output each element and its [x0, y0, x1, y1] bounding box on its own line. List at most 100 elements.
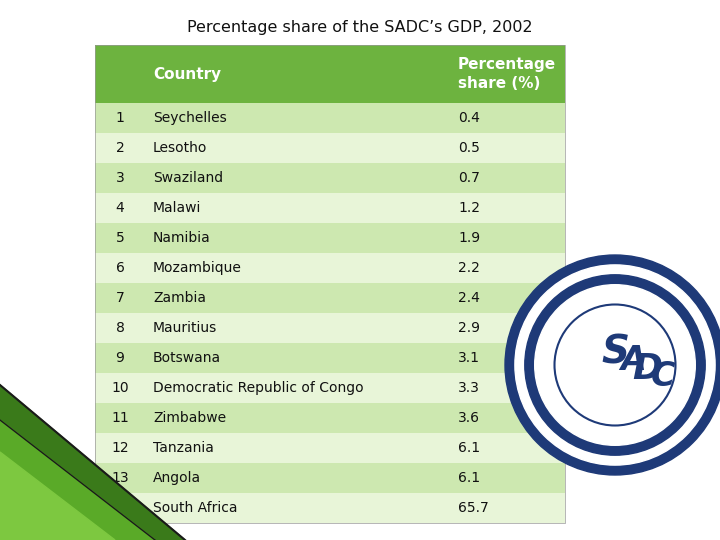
Bar: [95, 163, 565, 193]
Text: E: E: [622, 268, 627, 273]
Text: E: E: [536, 304, 543, 310]
Text: T: T: [700, 327, 706, 332]
Text: R: R: [560, 442, 567, 449]
Text: O: O: [678, 294, 685, 301]
Text: 12: 12: [111, 441, 129, 455]
Text: N: N: [658, 279, 665, 286]
Text: M: M: [687, 303, 695, 311]
Text: A: A: [583, 271, 590, 278]
Text: 6: 6: [116, 261, 125, 275]
Text: •: •: [526, 402, 532, 408]
Text: 65.7: 65.7: [458, 501, 489, 515]
Text: •: •: [698, 402, 704, 408]
Text: E: E: [610, 267, 614, 273]
Text: F: F: [560, 282, 566, 288]
Text: 9: 9: [116, 351, 125, 365]
Text: 2.9: 2.9: [458, 321, 480, 335]
Bar: [95, 133, 565, 163]
Text: W: W: [547, 432, 556, 440]
Bar: [95, 403, 565, 433]
Text: 10: 10: [111, 381, 129, 395]
Text: A: A: [589, 454, 595, 461]
Text: A: A: [620, 345, 646, 377]
Text: N: N: [544, 294, 552, 301]
Text: Malawi: Malawi: [153, 201, 202, 215]
Text: Mauritius: Mauritius: [153, 321, 217, 335]
Text: Mozambique: Mozambique: [153, 261, 242, 275]
Text: D: D: [603, 268, 608, 273]
Text: O: O: [613, 458, 618, 463]
Text: I: I: [698, 321, 703, 326]
Text: 4: 4: [116, 201, 125, 215]
Bar: [95, 223, 565, 253]
Text: Percentage share of the SADC’s GDP, 2002: Percentage share of the SADC’s GDP, 2002: [187, 20, 533, 35]
Text: Country: Country: [153, 66, 221, 82]
Text: 14: 14: [111, 501, 129, 515]
Polygon shape: [0, 385, 185, 540]
Text: F: F: [657, 446, 662, 453]
Text: P: P: [641, 271, 647, 278]
Text: U: U: [675, 433, 682, 440]
Text: O: O: [542, 427, 549, 434]
Text: Y: Y: [703, 333, 708, 339]
Bar: [95, 313, 565, 343]
Text: Botswana: Botswana: [153, 351, 221, 365]
Text: R: R: [565, 279, 572, 285]
Circle shape: [505, 255, 720, 475]
Text: 0.4: 0.4: [458, 111, 480, 125]
Text: 6.1: 6.1: [458, 441, 480, 455]
Text: T: T: [670, 437, 675, 444]
Text: Lesotho: Lesotho: [153, 141, 207, 155]
Text: E: E: [652, 276, 659, 282]
Text: 6.1: 6.1: [458, 471, 480, 485]
Text: R: R: [680, 427, 688, 434]
Text: 3: 3: [116, 171, 125, 185]
Text: 3.1: 3.1: [458, 351, 480, 365]
Text: 2: 2: [116, 141, 125, 155]
Text: E: E: [685, 422, 693, 428]
Text: O: O: [634, 269, 641, 275]
Text: Tanzania: Tanzania: [153, 441, 214, 455]
Bar: [95, 45, 565, 103]
Text: A: A: [554, 286, 561, 293]
Text: 8: 8: [116, 321, 125, 335]
Text: C: C: [674, 289, 680, 296]
Text: Zimbabwe: Zimbabwe: [153, 411, 226, 425]
Polygon shape: [0, 420, 155, 540]
Text: A: A: [554, 437, 561, 444]
Bar: [95, 493, 565, 523]
Bar: [95, 253, 565, 283]
Text: N: N: [590, 269, 595, 275]
Text: M: M: [683, 298, 690, 306]
Text: Namibia: Namibia: [153, 231, 211, 245]
Bar: [95, 283, 565, 313]
Bar: [95, 45, 565, 523]
Text: C: C: [605, 457, 610, 463]
Circle shape: [525, 275, 705, 455]
Circle shape: [535, 285, 696, 446]
Text: U: U: [662, 442, 670, 449]
Text: 0.5: 0.5: [458, 141, 480, 155]
Text: Democratic Republic of Congo: Democratic Republic of Congo: [153, 381, 364, 395]
Text: South Africa: South Africa: [153, 501, 238, 515]
Text: 1.9: 1.9: [458, 231, 480, 245]
Text: 3.6: 3.6: [458, 411, 480, 425]
Text: U: U: [690, 309, 698, 316]
Text: 2.2: 2.2: [458, 261, 480, 275]
Text: S: S: [521, 333, 528, 339]
Text: T: T: [529, 315, 536, 321]
Text: M: M: [619, 457, 626, 463]
Text: 11: 11: [111, 411, 129, 425]
Text: Angola: Angola: [153, 471, 201, 485]
Text: Seychelles: Seychelles: [153, 111, 227, 125]
Bar: [95, 433, 565, 463]
Bar: [95, 193, 565, 223]
Text: 1: 1: [116, 111, 125, 125]
Text: T: T: [664, 282, 670, 288]
Text: 2.4: 2.4: [458, 291, 480, 305]
Text: T: T: [538, 422, 544, 428]
Text: S: S: [575, 449, 580, 456]
Text: 13: 13: [111, 471, 129, 485]
Text: 1.2: 1.2: [458, 201, 480, 215]
Text: 3.3: 3.3: [458, 381, 480, 395]
